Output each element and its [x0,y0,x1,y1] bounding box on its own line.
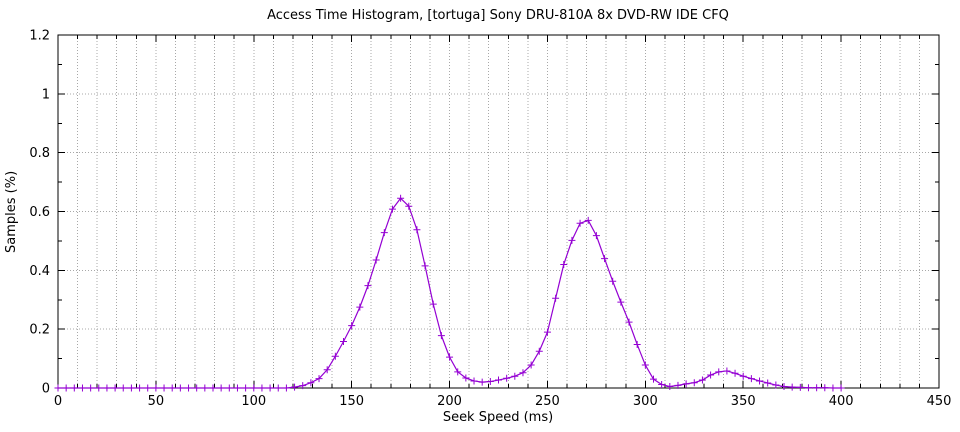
y-tick-label: 0 [42,382,50,397]
x-tick-label: 100 [241,394,266,409]
x-tick-label: 200 [437,394,462,409]
y-tick-label: 1.2 [29,29,50,44]
x-tick-label: 350 [731,394,756,409]
chart-title: Access Time Histogram, [tortuga] Sony DR… [267,8,729,23]
x-axis-label: Seek Speed (ms) [442,410,554,425]
x-tick-label: 400 [829,394,854,409]
y-tick-label: 0.6 [29,205,50,220]
series-plus-markers [54,194,845,392]
y-tick-label: 0.4 [29,264,50,279]
x-tick-label: 300 [633,394,658,409]
y-tick-label: 0.8 [29,146,50,161]
x-tick-label: 250 [535,394,560,409]
y-tick-label: 0.2 [29,323,50,338]
x-tick-label: 50 [148,394,165,409]
x-tick-label: 150 [339,394,364,409]
y-tick-label: 1 [42,87,50,102]
x-tick-label: 0 [54,394,62,409]
x-tick-label: 450 [927,394,952,409]
